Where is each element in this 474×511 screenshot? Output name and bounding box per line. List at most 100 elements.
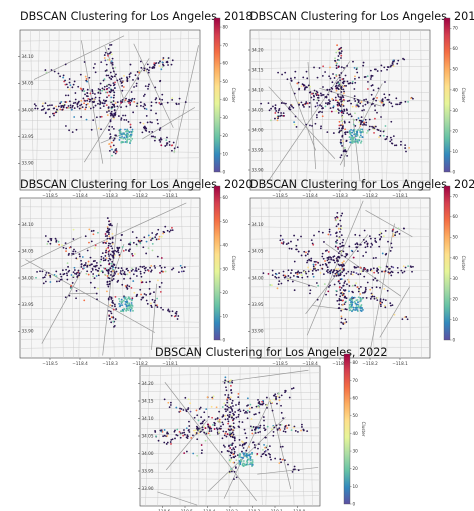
cluster-point bbox=[321, 115, 324, 118]
cluster-point bbox=[350, 138, 353, 141]
cluster-point bbox=[142, 122, 145, 125]
colorbar-tick-label: 50 bbox=[353, 413, 359, 418]
cluster-point bbox=[230, 384, 232, 387]
cluster-point bbox=[278, 399, 281, 402]
cluster-point bbox=[230, 389, 233, 391]
cluster-point bbox=[115, 270, 118, 273]
cluster-point bbox=[284, 425, 287, 427]
cluster-point bbox=[358, 138, 361, 141]
cluster-point bbox=[179, 264, 182, 267]
cluster-point bbox=[65, 83, 68, 86]
cluster-point bbox=[43, 107, 46, 110]
cluster-point bbox=[293, 465, 296, 468]
cluster-point bbox=[397, 59, 400, 62]
cluster-point bbox=[238, 459, 241, 462]
cluster-point bbox=[98, 272, 100, 275]
cluster-point bbox=[239, 452, 241, 455]
cluster-point bbox=[102, 99, 105, 102]
cluster-point bbox=[120, 77, 123, 80]
cluster-point bbox=[162, 57, 165, 59]
cluster-point bbox=[381, 101, 383, 104]
cluster-point bbox=[171, 268, 173, 271]
cluster-point bbox=[365, 297, 368, 299]
cluster-point bbox=[60, 275, 63, 278]
cluster-point bbox=[251, 453, 253, 456]
cluster-point bbox=[141, 266, 144, 268]
cluster-point bbox=[263, 427, 266, 430]
cluster-point bbox=[290, 247, 293, 250]
cluster-point bbox=[367, 80, 369, 83]
cluster-point bbox=[390, 265, 393, 268]
cluster-point bbox=[366, 132, 368, 134]
cluster-point bbox=[138, 71, 141, 74]
cluster-point bbox=[376, 267, 379, 270]
cluster-point bbox=[291, 387, 293, 390]
cluster-point bbox=[121, 98, 124, 101]
cluster-point bbox=[44, 102, 47, 105]
cluster-point bbox=[110, 316, 113, 319]
x-tick-label: −118.3 bbox=[222, 509, 238, 511]
cluster-point bbox=[327, 233, 330, 236]
cluster-point bbox=[251, 461, 254, 463]
cluster-point bbox=[76, 276, 79, 278]
cluster-point bbox=[74, 272, 76, 275]
cluster-point bbox=[223, 402, 226, 405]
cluster-point bbox=[351, 306, 353, 309]
cluster-point bbox=[205, 432, 208, 435]
cluster-point bbox=[127, 297, 130, 300]
cluster-point bbox=[198, 408, 201, 410]
cluster-point bbox=[321, 107, 323, 110]
cluster-point bbox=[368, 125, 371, 128]
cluster-point bbox=[351, 273, 354, 276]
cluster-point bbox=[233, 436, 236, 439]
cluster-point bbox=[349, 133, 352, 136]
cluster-point bbox=[337, 55, 340, 57]
cluster-point bbox=[124, 133, 127, 136]
cluster-point bbox=[167, 401, 170, 404]
cluster-point bbox=[335, 89, 338, 92]
cluster-point bbox=[241, 440, 243, 443]
cluster-point bbox=[127, 120, 130, 123]
cluster-point bbox=[68, 78, 71, 80]
chart-title: DBSCAN Clustering for Los Angeles, 2020 bbox=[20, 178, 253, 191]
cluster-point bbox=[351, 298, 354, 301]
cluster-point bbox=[120, 136, 123, 139]
cluster-point bbox=[90, 270, 93, 273]
cluster-point bbox=[149, 236, 151, 239]
cluster-point bbox=[245, 410, 247, 413]
cluster-point bbox=[110, 265, 113, 268]
cluster-point bbox=[276, 119, 279, 122]
cluster-point bbox=[120, 100, 122, 103]
cluster-point bbox=[142, 296, 145, 299]
cluster-point bbox=[128, 298, 131, 301]
cluster-point bbox=[237, 409, 240, 412]
cluster-point bbox=[77, 269, 80, 272]
cluster-point bbox=[106, 275, 109, 277]
cluster-point bbox=[360, 116, 363, 119]
cluster-point bbox=[157, 279, 159, 282]
cluster-point bbox=[315, 116, 318, 119]
cluster-point bbox=[180, 270, 183, 273]
cluster-point bbox=[72, 228, 75, 231]
cluster-point bbox=[289, 77, 292, 80]
cluster-point bbox=[301, 426, 303, 428]
cluster-point bbox=[334, 245, 337, 248]
cluster-point bbox=[229, 451, 232, 454]
cluster-point bbox=[207, 432, 210, 435]
cluster-point bbox=[167, 64, 169, 66]
cluster-point bbox=[220, 425, 222, 428]
cluster-point bbox=[329, 272, 332, 275]
cluster-point bbox=[348, 99, 351, 102]
cluster-point bbox=[105, 69, 108, 72]
cluster-point bbox=[308, 250, 310, 253]
y-tick-label: 34.05 bbox=[252, 107, 264, 112]
cluster-point bbox=[361, 109, 364, 112]
cluster-point bbox=[100, 128, 102, 131]
y-tick-label: 34.10 bbox=[252, 222, 264, 227]
cluster-point bbox=[121, 140, 124, 143]
cluster-point bbox=[252, 441, 254, 444]
cluster-point bbox=[370, 295, 373, 298]
cluster-point bbox=[356, 243, 359, 246]
cluster-point bbox=[224, 418, 227, 421]
cluster-point bbox=[322, 257, 325, 260]
